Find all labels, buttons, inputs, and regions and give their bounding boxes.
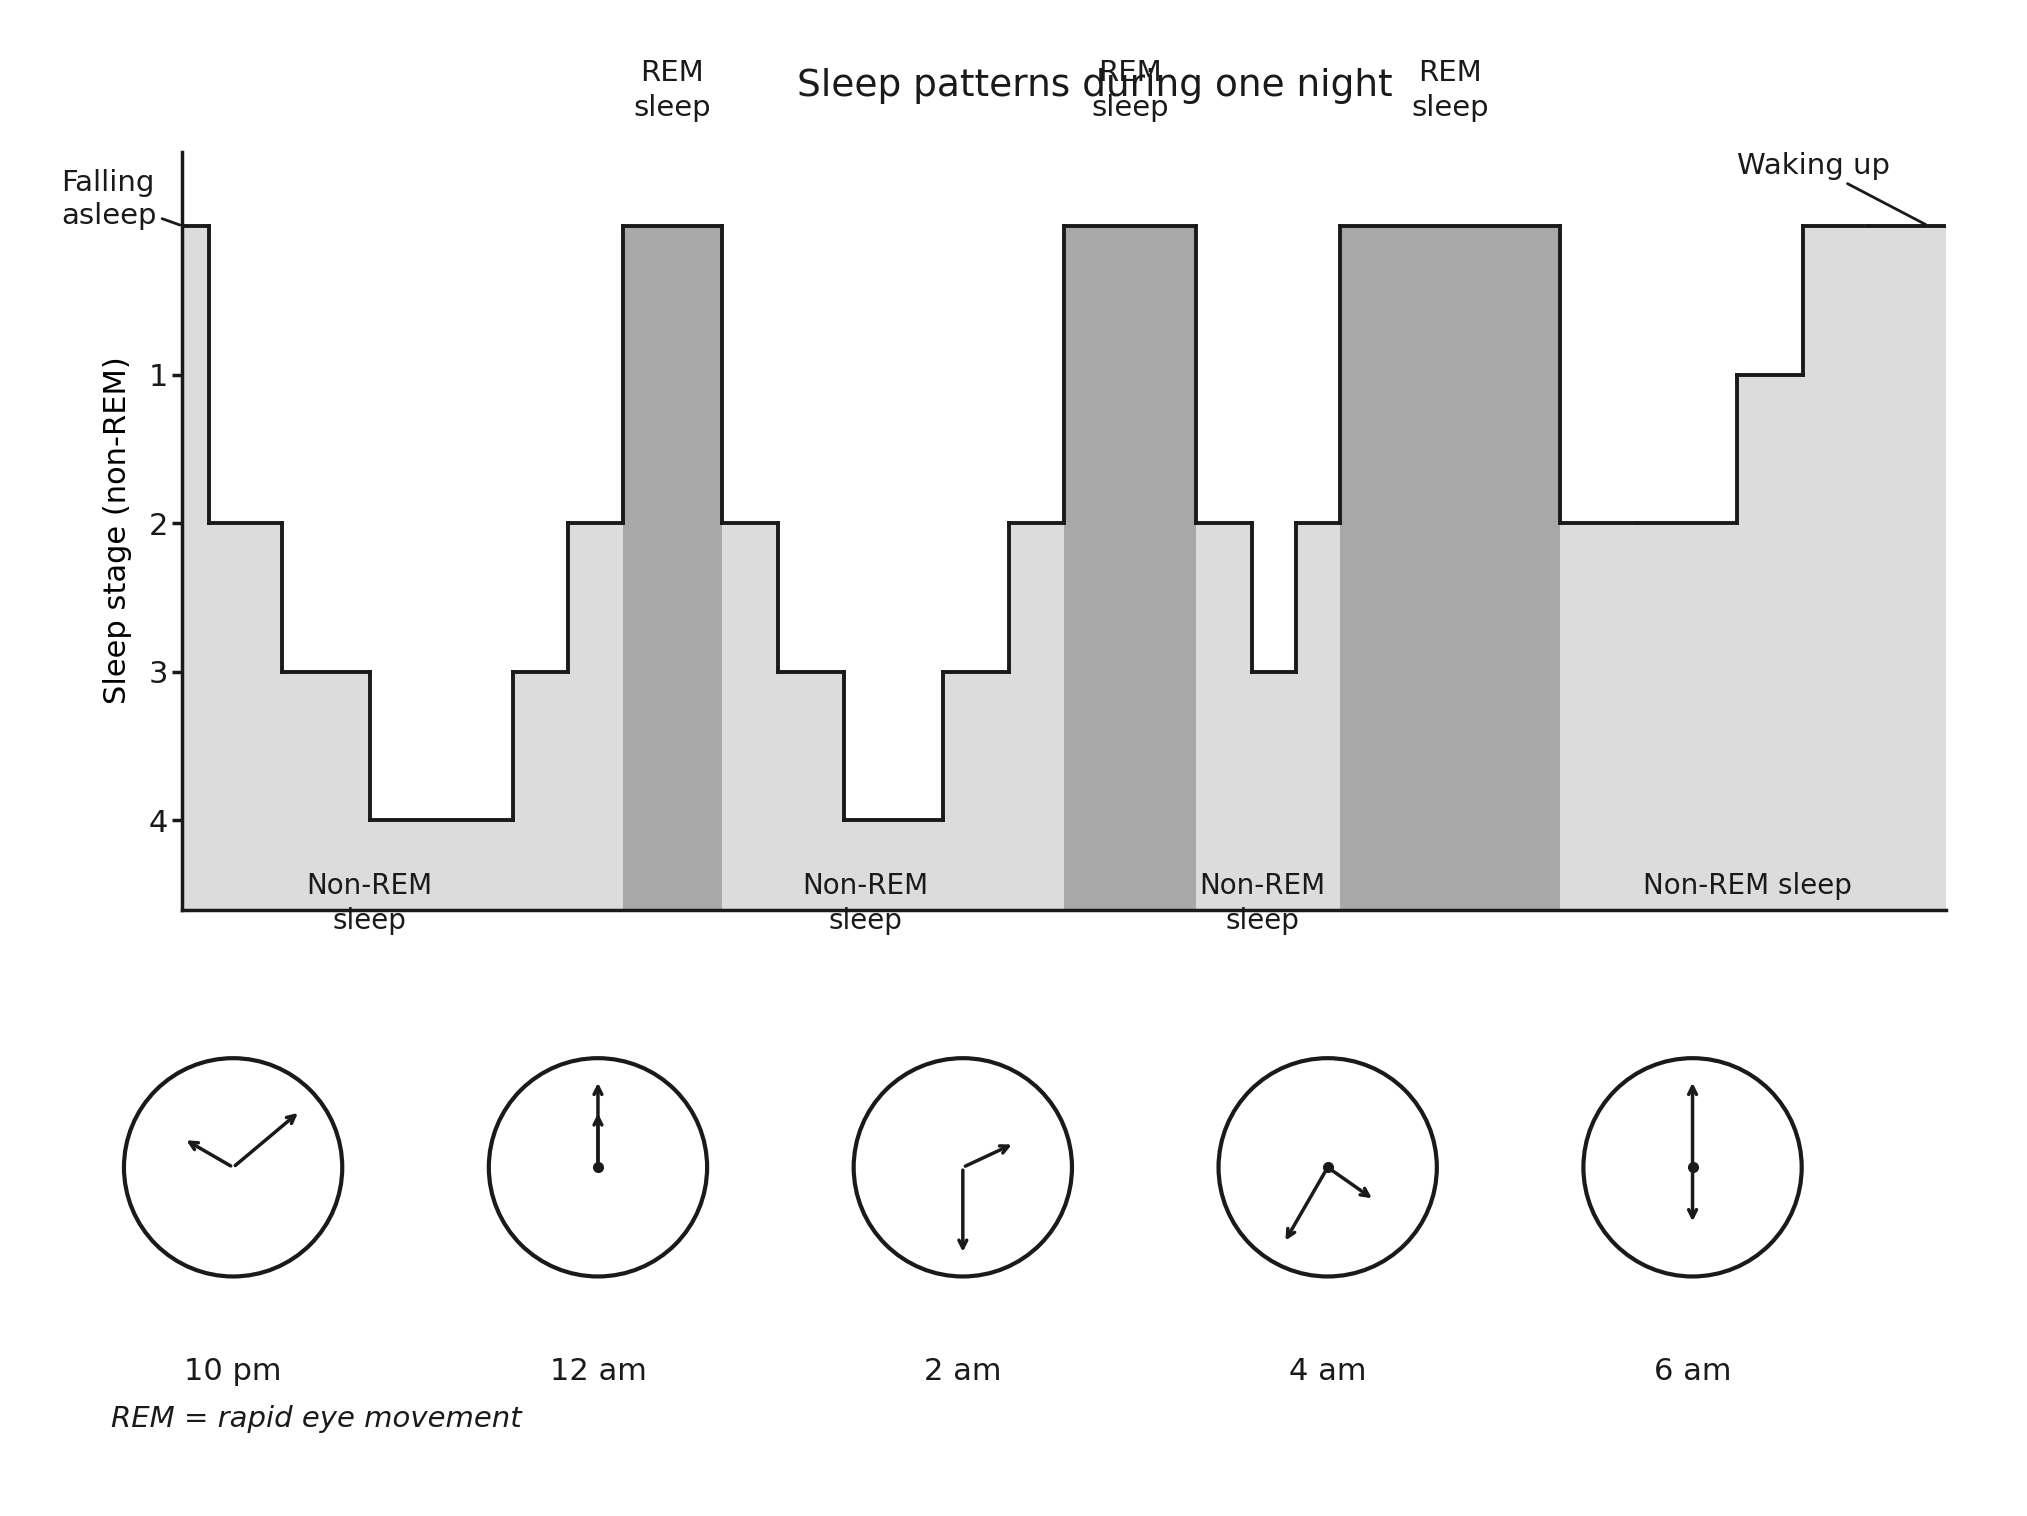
Text: Falling
asleep: Falling asleep (61, 170, 180, 230)
Text: REM = rapid eye movement: REM = rapid eye movement (111, 1405, 523, 1433)
Text: REM
sleep: REM sleep (632, 59, 711, 121)
Text: Non-REM sleep: Non-REM sleep (1644, 872, 1853, 901)
Text: Non-REM
sleep: Non-REM sleep (306, 872, 434, 935)
Text: REM
sleep: REM sleep (1411, 59, 1488, 121)
Text: Non-REM
sleep: Non-REM sleep (803, 872, 928, 935)
Y-axis label: Sleep stage (non-REM): Sleep stage (non-REM) (103, 356, 132, 705)
Text: Sleep patterns during one night: Sleep patterns during one night (797, 68, 1393, 105)
Text: 12 am: 12 am (549, 1357, 647, 1386)
Text: Waking up: Waking up (1737, 152, 1926, 224)
Text: 10 pm: 10 pm (184, 1357, 282, 1386)
Text: REM
sleep: REM sleep (1091, 59, 1170, 121)
Text: Non-REM
sleep: Non-REM sleep (1200, 872, 1326, 935)
Text: 4 am: 4 am (1289, 1357, 1366, 1386)
Text: 6 am: 6 am (1654, 1357, 1731, 1386)
Text: 2 am: 2 am (924, 1357, 1001, 1386)
